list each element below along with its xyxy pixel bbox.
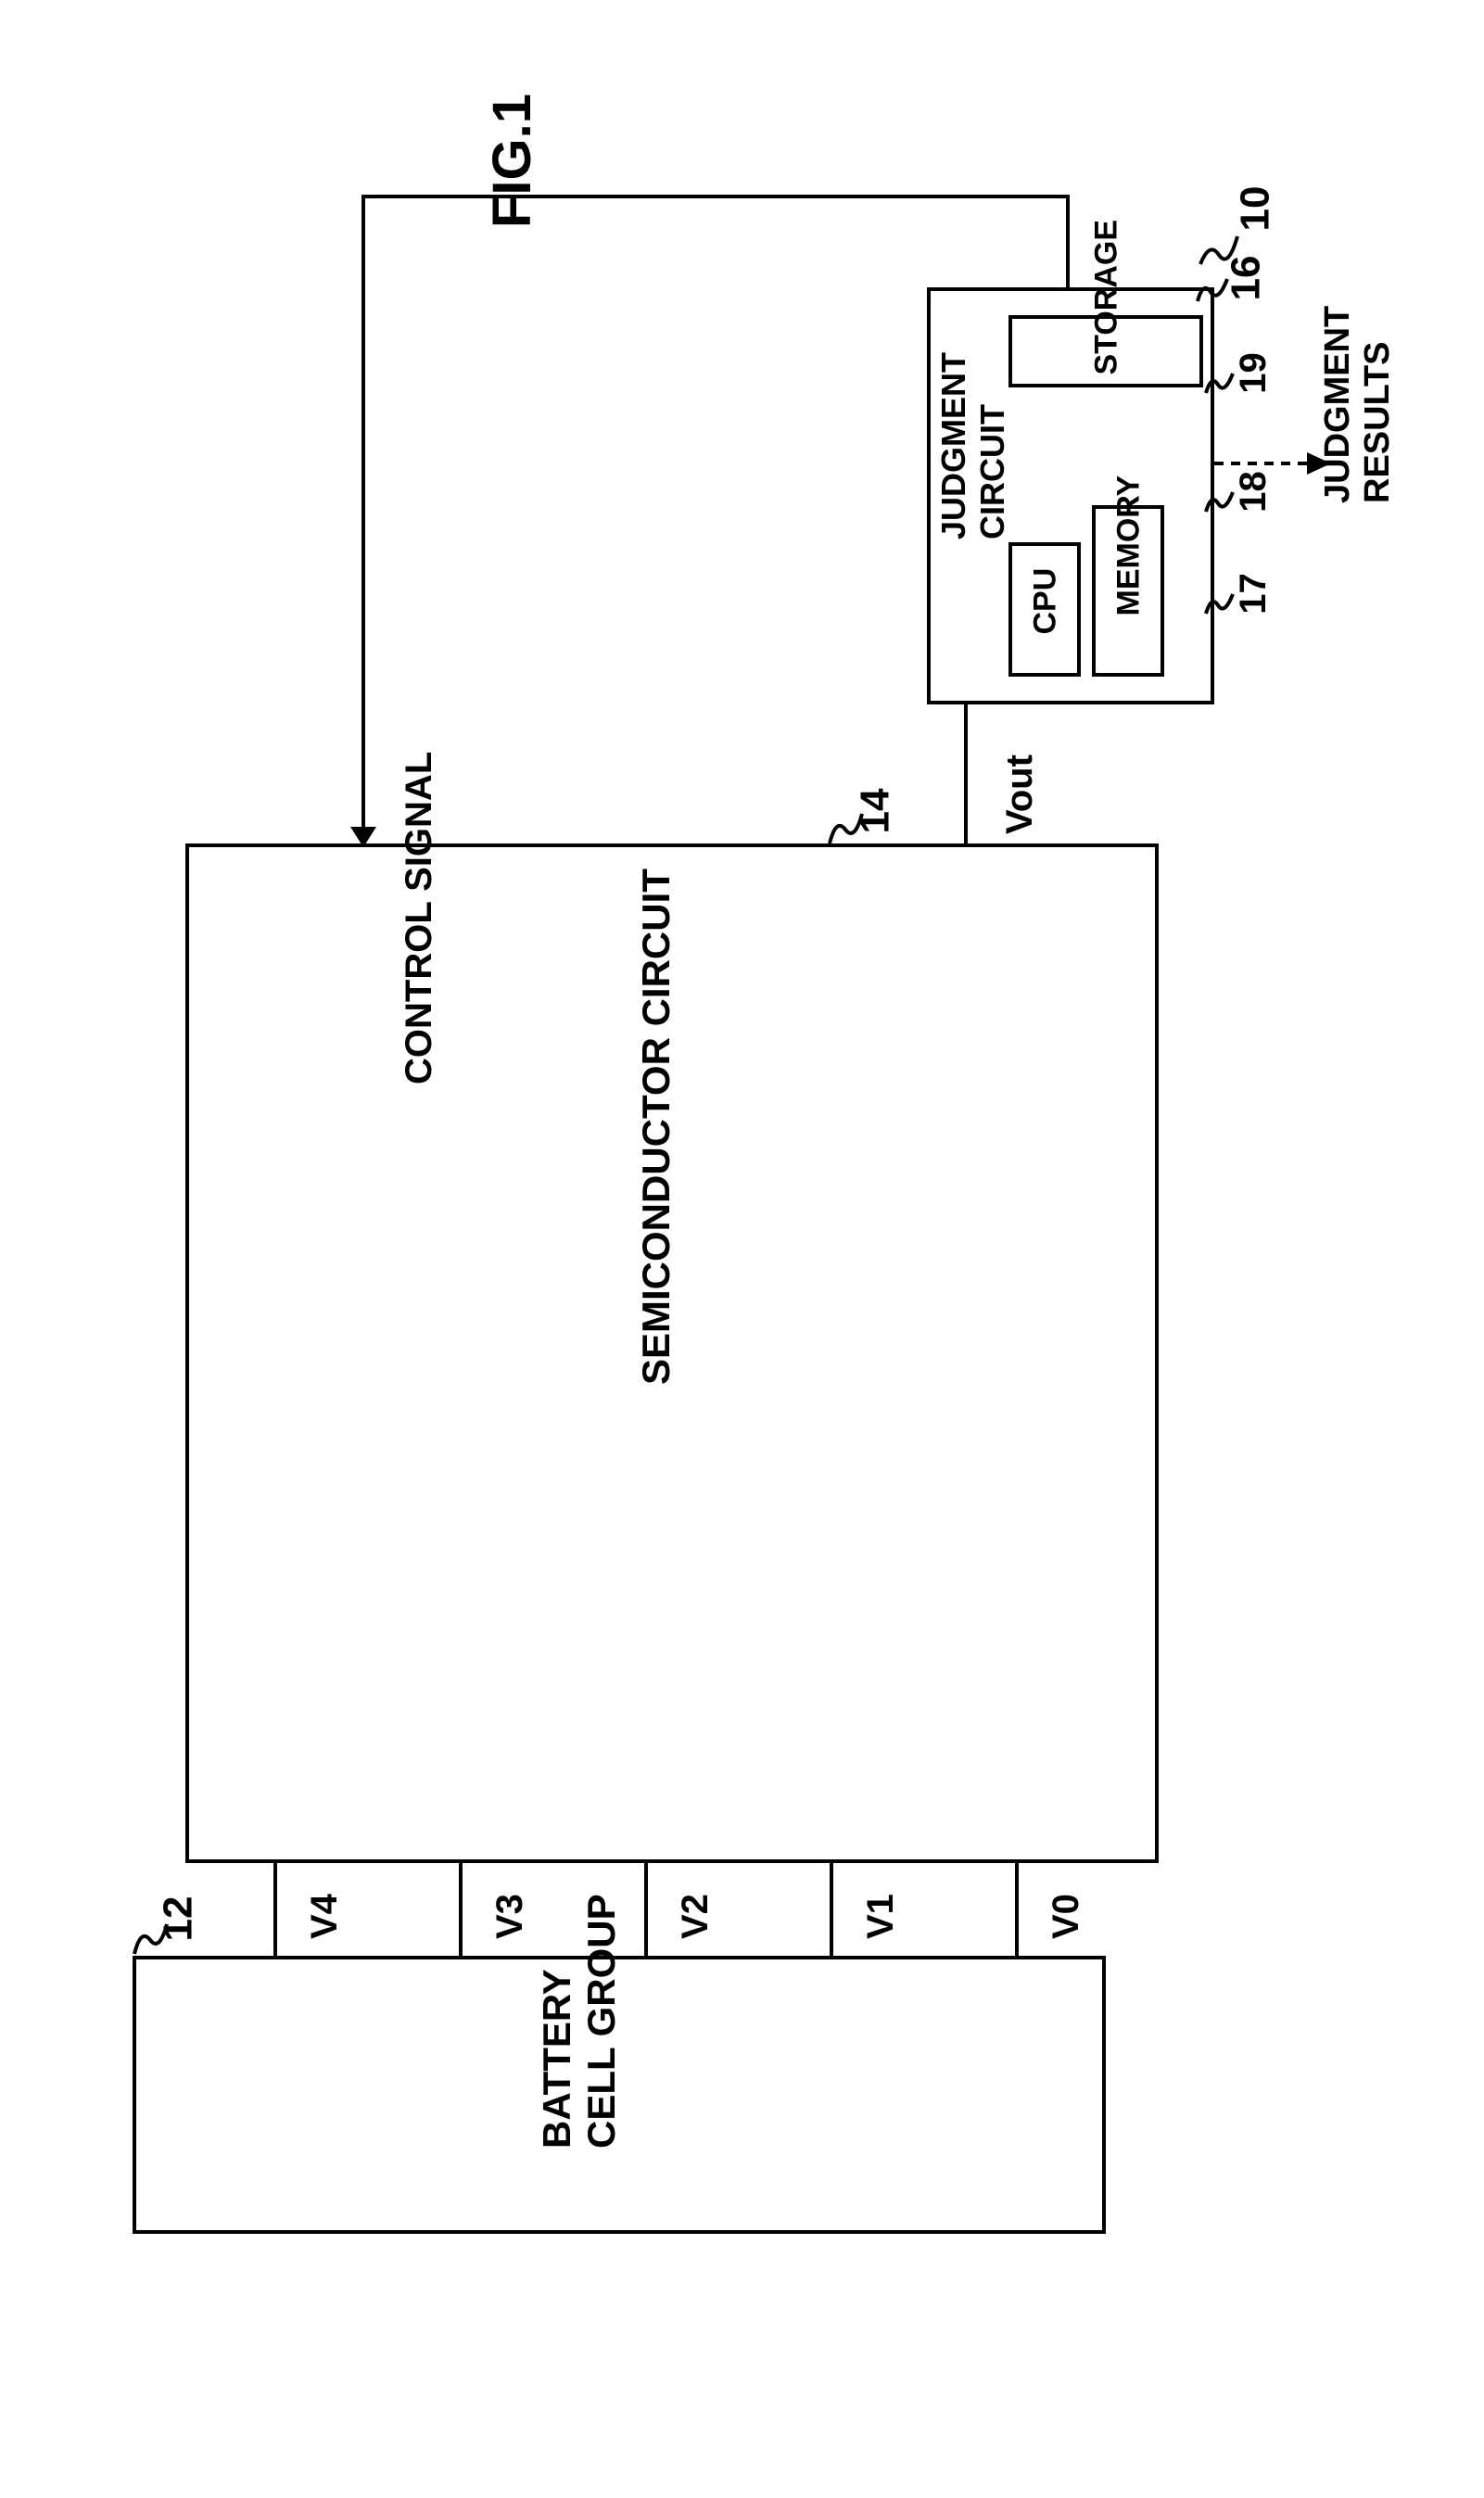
wire-v0 <box>1015 1863 1019 1956</box>
wire-control-1 <box>1066 195 1070 287</box>
arrow-control <box>350 827 376 847</box>
battery-label-line1: BATTERY <box>535 1969 578 2149</box>
label-v3: V3 <box>489 1894 531 1939</box>
squiggle-17 <box>1203 590 1236 617</box>
label-v4: V4 <box>304 1894 346 1939</box>
wire-control-2 <box>361 195 1070 198</box>
wire-v2 <box>644 1863 648 1956</box>
wire-v1 <box>830 1863 833 1956</box>
battery-label-line2: CELL GROUP <box>579 1894 623 2149</box>
ref-cpu: 17 <box>1233 573 1275 615</box>
jr-line2: RESULTS <box>1358 341 1397 503</box>
storage-label: STORAGE <box>1089 338 1125 375</box>
wire-vout <box>964 704 968 843</box>
label-v0: V0 <box>1046 1894 1087 1939</box>
cpu-label: CPU <box>1028 598 1064 635</box>
squiggle-18 <box>1203 488 1236 515</box>
squiggle-19 <box>1203 369 1236 397</box>
squiggle-16 <box>1194 273 1231 306</box>
judgment-label: JUDGMENT CIRCUIT <box>934 493 1012 539</box>
wire-control-3 <box>361 195 365 827</box>
squiggle-12 <box>130 1917 171 1959</box>
figure-title: FIG.1 <box>481 94 543 228</box>
memory-label: MEMORY <box>1111 579 1148 616</box>
wire-v3 <box>459 1863 463 1956</box>
diagram-page: FIG.1 10 BATTERY CELL GROUP 12 V4 V3 V2 … <box>37 37 1447 2461</box>
ref-system: 10 <box>1232 186 1278 232</box>
judgment-label-line1: JUDGMENT <box>934 352 972 539</box>
jr-line1: JUDGMENT <box>1318 306 1357 503</box>
squiggle-14 <box>825 806 867 848</box>
semiconductor-label: SEMICONDUCTOR CIRCUIT <box>634 1329 679 1385</box>
label-v2: V2 <box>675 1894 717 1939</box>
label-control-signal: CONTROL SIGNAL <box>399 752 440 1084</box>
wire-v4 <box>273 1863 277 1956</box>
ref-storage: 19 <box>1233 352 1275 394</box>
battery-label: BATTERY CELL GROUP <box>535 2093 624 2149</box>
label-judgment-results: JUDGMENT RESULTS <box>1318 457 1398 503</box>
judgment-label-line2: CIRCUIT <box>973 404 1011 539</box>
label-vout: Vout <box>999 754 1041 834</box>
arrow-judgment-results <box>1214 445 1335 482</box>
label-v1: V1 <box>860 1894 902 1939</box>
